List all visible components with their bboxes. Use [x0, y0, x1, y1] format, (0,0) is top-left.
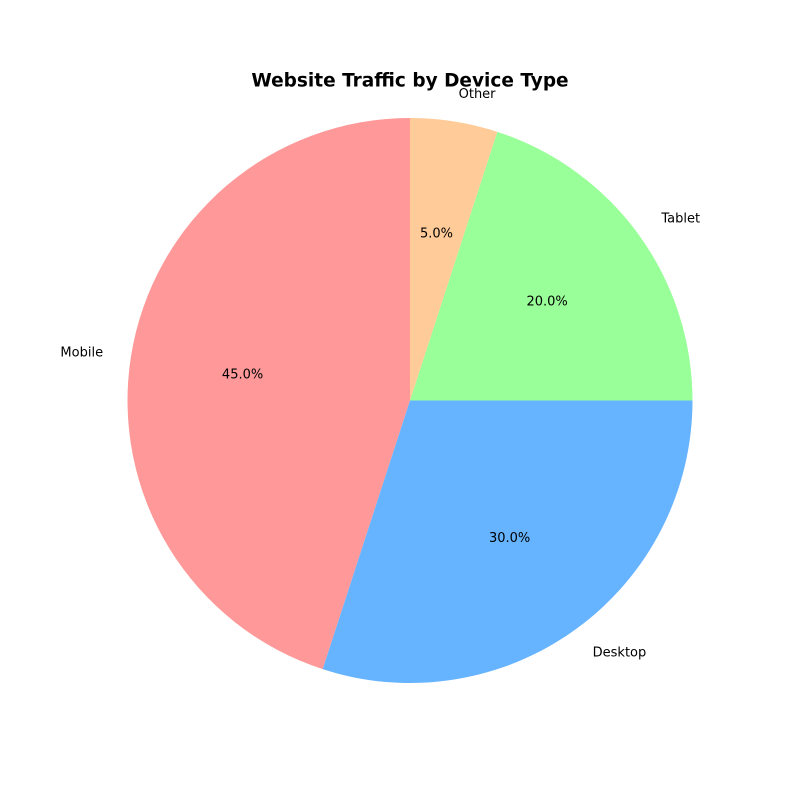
pie-slices-group: Mobile 45.0% Desktop 30.0% Tablet 20.0% Other 5…: [60, 87, 700, 683]
slice-label-mobile: Mobile: [60, 345, 103, 360]
chart-title: Website Traffic by Device Type: [251, 71, 568, 92]
pct-label-tablet: 20.0%: [526, 294, 567, 309]
pct-label-desktop: 30.0%: [489, 531, 530, 546]
slice-label-tablet: Tablet: [660, 211, 700, 226]
pct-label-mobile: 45.0%: [222, 368, 263, 383]
pie-slice-mobile: [127, 118, 411, 670]
pct-label-other: 5.0%: [420, 227, 453, 242]
slice-label-desktop: Desktop: [593, 645, 647, 660]
slice-label-other: Other: [459, 87, 497, 102]
pie-slice-desktop: [322, 400, 693, 683]
pie-slice-tablet: [410, 131, 693, 401]
pie-slice-other: [410, 118, 498, 401]
